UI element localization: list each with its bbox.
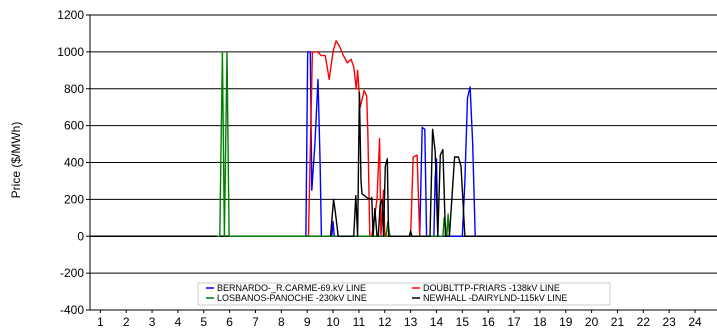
x-tick-label: 11 (353, 315, 366, 329)
x-tick-label: 3 (149, 315, 156, 329)
x-tick-label: 4 (175, 315, 182, 329)
y-tick-label: 400 (64, 156, 84, 170)
x-tick-label: 13 (404, 315, 418, 329)
y-tick-labels: -400 -200 0 200 400 600 800 1000 1200 (57, 8, 84, 317)
legend-label-4: NEWHALL -DAIRYLND-115kV LINE (423, 293, 567, 303)
x-tick-label: 8 (278, 315, 285, 329)
x-tick-label: 9 (304, 315, 311, 329)
x-tick-label: 15 (456, 315, 470, 329)
x-tick-label: 5 (200, 315, 207, 329)
y-tick-label: 800 (64, 82, 84, 96)
x-tick-label: 21 (611, 315, 625, 329)
x-tick-label: 20 (585, 315, 599, 329)
x-tick-label: 18 (533, 315, 547, 329)
axes (89, 15, 696, 313)
x-tick-label: 10 (326, 315, 340, 329)
x-tick-label: 24 (688, 315, 702, 329)
x-tick-label: 2 (123, 315, 130, 329)
x-tick-label: 14 (430, 315, 444, 329)
y-tick-label: 0 (77, 229, 84, 243)
legend-box (197, 282, 611, 306)
x-tick-label: 17 (507, 315, 521, 329)
x-tick-label: 6 (226, 315, 233, 329)
legend-label-1: BERNARDO-_R.CARME-69.kV LINE (217, 283, 366, 293)
legend-label-2: DOUBLTTP-FRIARS -138kV LINE (423, 283, 560, 293)
x-tick-label: 7 (252, 315, 259, 329)
y-tick-label: -400 (60, 303, 84, 317)
y-axis-title: Price ($/MWh) (9, 122, 23, 199)
x-tick-label: 16 (481, 315, 495, 329)
series-line-2 (307, 40, 421, 238)
series-line-1 (305, 51, 476, 238)
x-tick-label: 19 (559, 315, 573, 329)
series-line-4 (329, 91, 468, 238)
legend-label-3: LOSBANOS-PANOCHE -230kV LINE (217, 293, 367, 303)
y-tick-label: 600 (64, 119, 84, 133)
x-tick-label: 12 (378, 315, 392, 329)
x-tick-label: 1 (97, 315, 104, 329)
y-tick-label: 1000 (57, 45, 84, 59)
series-lines (216, 40, 476, 238)
x-tick-label: 23 (662, 315, 676, 329)
x-tick-label: 22 (637, 315, 651, 329)
legend: BERNARDO-_R.CARME-69.kV LINE DOUBLTTP-FRI… (197, 282, 611, 306)
y-tick-label: 200 (64, 192, 84, 206)
gridlines (86, 14, 717, 311)
x-tick-labels: 1 2 3 4 5 6 7 8 9 10 11 12 13 14 15 16 17 18 19 20 21 22 23 24 (97, 315, 702, 329)
y-tick-label: 1200 (57, 8, 84, 22)
y-tick-label: -200 (60, 266, 84, 280)
